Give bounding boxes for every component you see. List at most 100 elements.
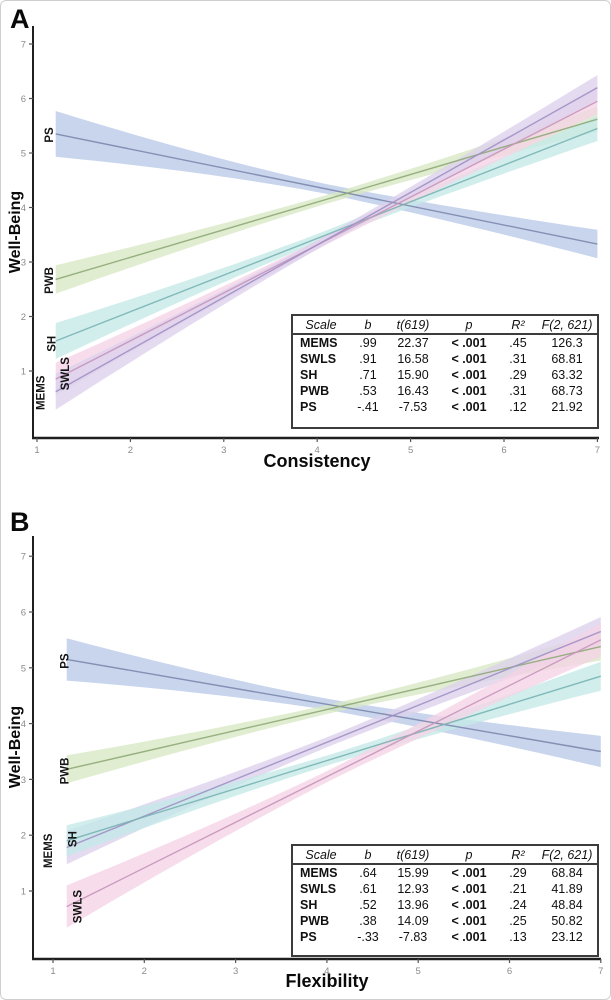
sh-series-label: SH: [47, 336, 59, 352]
scale-name-cell: PS: [300, 400, 317, 414]
x-tick-label: 5: [408, 445, 413, 456]
stat-value-cell: < .001: [451, 882, 487, 896]
stat-value-cell: -.33: [357, 930, 379, 944]
y-tick-label: 7: [21, 552, 26, 563]
pwb-confidence-band: [55, 106, 598, 294]
stat-value-cell: .61: [359, 882, 377, 896]
y-tick-label: 2: [21, 312, 26, 323]
stat-value-cell: .71: [359, 368, 377, 382]
stat-value-cell: 16.43: [397, 384, 429, 398]
x-tick-label: 1: [34, 445, 39, 456]
stats-row: PS -.41 -7.53 < .001 .12 21.92: [293, 399, 597, 415]
stat-value-cell: < .001: [451, 866, 487, 880]
y-tick-label: 1: [21, 367, 26, 378]
stats-row: MEMS .64 15.99 < .001 .29 68.84: [293, 864, 597, 881]
stat-value-cell: < .001: [451, 368, 487, 382]
stat-value-cell: 21.92: [551, 400, 583, 414]
x-tick-label: 6: [507, 966, 512, 977]
stat-value-cell: 16.58: [397, 352, 429, 366]
x-tick-label: 5: [416, 966, 421, 977]
ps-series-label: PS: [60, 653, 72, 669]
stat-value-cell: .13: [509, 930, 527, 944]
stat-value-cell: .91: [359, 352, 377, 366]
stat-value-cell: 68.81: [551, 352, 583, 366]
pwb-regression-line: [55, 118, 598, 281]
x-tick-label: 2: [128, 445, 133, 456]
mems-regression-line: [66, 630, 602, 849]
sh-series-label: SH: [68, 831, 80, 847]
stats-row: SH .52 13.96 < .001 .24 48.84: [293, 897, 597, 913]
stat-value-cell: < .001: [451, 400, 487, 414]
stat-value-cell: < .001: [451, 336, 487, 350]
stat-value-cell: 15.90: [397, 368, 429, 382]
stats-col-header: p: [439, 316, 499, 335]
stats-table-a: Scale b t(619) p R² F(2, 621) MEMS .99 22.37 < .…: [293, 316, 597, 415]
stats-col-header: t(619): [387, 316, 439, 335]
sh-regression-line: [55, 127, 598, 342]
x-tick-label: 4: [315, 445, 320, 456]
stats-row: SWLS .61 12.93 < .001 .21 41.89: [293, 881, 597, 897]
panel-b-chart: PS PWB MEMS SH SWLS 1 2 3 4 5 6 7 1 2 3 4 5 6 7: [21, 536, 603, 977]
stats-table-b: Scale b t(619) p R² F(2, 621) MEMS .64 15.99 < .…: [293, 846, 597, 945]
stat-value-cell: .45: [509, 336, 527, 350]
stat-value-cell: .21: [509, 882, 527, 896]
stats-col-header: F(2, 621): [537, 846, 597, 865]
mems-regression-line: [55, 86, 598, 393]
mems-confidence-band: [66, 617, 601, 865]
scale-name-cell: PWB: [300, 914, 330, 928]
stat-value-cell: 50.82: [551, 914, 583, 928]
y-tick-label: 5: [21, 149, 26, 160]
ps-regression-line: [55, 133, 598, 245]
scale-name-cell: SH: [300, 898, 318, 912]
stat-value-cell: .52: [359, 898, 377, 912]
stat-value-cell: 22.37: [397, 336, 429, 350]
stat-value-cell: 12.93: [397, 882, 429, 896]
stat-value-cell: < .001: [451, 352, 487, 366]
panel-b-stats-table: Scale b t(619) p R² F(2, 621) MEMS .64 15.99 < .…: [291, 844, 599, 957]
x-tick-label: 1: [50, 966, 55, 977]
mems-series-label: MEMS: [43, 833, 55, 868]
stat-value-cell: .25: [509, 914, 527, 928]
x-tick-label: 3: [233, 966, 238, 977]
stat-value-cell: 63.32: [551, 368, 583, 382]
scale-name-cell: PWB: [300, 384, 330, 398]
x-tick-label: 7: [595, 445, 600, 456]
stat-value-cell: .38: [359, 914, 377, 928]
x-tick-label: 7: [598, 966, 603, 977]
stats-col-header: p: [439, 846, 499, 865]
panel-b-letter: B: [10, 507, 30, 537]
scale-name-cell: PS: [300, 930, 317, 944]
panel-a-letter: A: [10, 4, 30, 34]
stats-col-header: b: [349, 846, 387, 865]
stat-value-cell: .29: [509, 866, 527, 880]
stats-row: PWB .38 14.09 < .001 .25 50.82: [293, 913, 597, 929]
stat-value-cell: .31: [509, 384, 527, 398]
y-tick-label: 6: [21, 608, 26, 619]
stats-col-header: F(2, 621): [537, 316, 597, 335]
stat-value-cell: 41.89: [551, 882, 583, 896]
stats-row: SH .71 15.90 < .001 .29 63.32: [293, 367, 597, 383]
stat-value-cell: 48.84: [551, 898, 583, 912]
stat-value-cell: 13.96: [397, 898, 429, 912]
ps-series-label: PS: [44, 127, 56, 143]
stat-value-cell: .53: [359, 384, 377, 398]
stat-value-cell: -7.53: [398, 400, 428, 414]
pwb-series-label: PWB: [44, 267, 56, 294]
swls-series-label: SWLS: [72, 890, 84, 924]
stat-value-cell: .24: [509, 898, 527, 912]
stat-value-cell: < .001: [451, 930, 487, 944]
y-tick-label: 1: [21, 887, 26, 898]
sh-regression-line: [66, 675, 602, 842]
stat-value-cell: .64: [359, 866, 377, 880]
x-tick-label: 6: [501, 445, 506, 456]
stats-col-header: Scale: [293, 846, 349, 865]
stat-value-cell: < .001: [451, 384, 487, 398]
stats-col-header: Scale: [293, 316, 349, 335]
stats-row: MEMS .99 22.37 < .001 .45 126.3: [293, 334, 597, 351]
stat-value-cell: 14.09: [397, 914, 429, 928]
stats-row: SWLS .91 16.58 < .001 .31 68.81: [293, 351, 597, 367]
stat-value-cell: 68.73: [551, 384, 583, 398]
stats-col-header: t(619): [387, 846, 439, 865]
stats-col-header: b: [349, 316, 387, 335]
y-tick-label: 4: [21, 203, 26, 214]
